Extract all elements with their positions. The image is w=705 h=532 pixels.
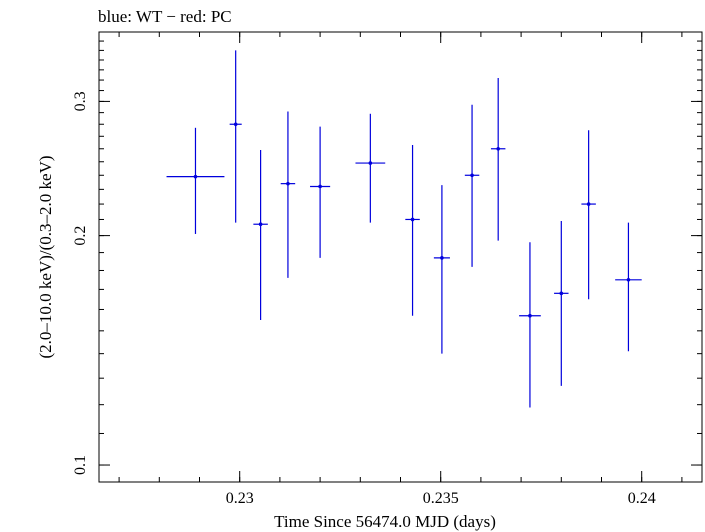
y-tick-label: 0.2 (72, 226, 89, 246)
x-tick-label: 0.23 (226, 490, 254, 507)
x-tick-label: 0.235 (423, 490, 459, 507)
point-marker (193, 174, 198, 179)
x-axis-title: Time Since 56474.0 MJD (days) (274, 512, 496, 531)
data-point (229, 50, 242, 223)
data-point (405, 144, 420, 316)
y-axis-title: (2.0–10.0 keV)/(0.3–2.0 keV) (36, 155, 55, 358)
axis-ticks (99, 31, 702, 482)
point-marker (559, 291, 564, 296)
point-marker (470, 173, 474, 178)
data-point (615, 222, 642, 352)
point-marker (286, 181, 290, 186)
point-marker (233, 122, 238, 127)
data-point (310, 126, 331, 258)
data-point (464, 104, 480, 267)
data-points (166, 50, 642, 408)
point-marker (496, 146, 500, 151)
chart-title: blue: WT − red: PC (98, 7, 232, 26)
data-point (253, 150, 268, 320)
point-marker (440, 256, 444, 260)
point-marker (258, 222, 263, 227)
data-point (280, 111, 296, 278)
point-marker (626, 278, 631, 282)
data-point (581, 130, 596, 300)
point-marker (410, 217, 415, 222)
data-point (519, 242, 541, 408)
point-marker (586, 202, 591, 206)
point-marker (318, 184, 322, 189)
y-tick-label: 0.1 (72, 455, 89, 475)
data-point (554, 221, 569, 386)
data-point (166, 127, 225, 234)
y-tick-label: 0.3 (72, 91, 89, 111)
data-point (355, 113, 386, 223)
axis-tick-labels: 0.23 0.235 0.24 0.1 0.2 0.3 (72, 91, 656, 507)
data-point (433, 185, 450, 354)
plot-frame (98, 31, 703, 483)
x-tick-label: 0.24 (628, 490, 656, 507)
data-point (490, 77, 506, 241)
point-marker (528, 313, 532, 318)
point-marker (368, 161, 373, 165)
